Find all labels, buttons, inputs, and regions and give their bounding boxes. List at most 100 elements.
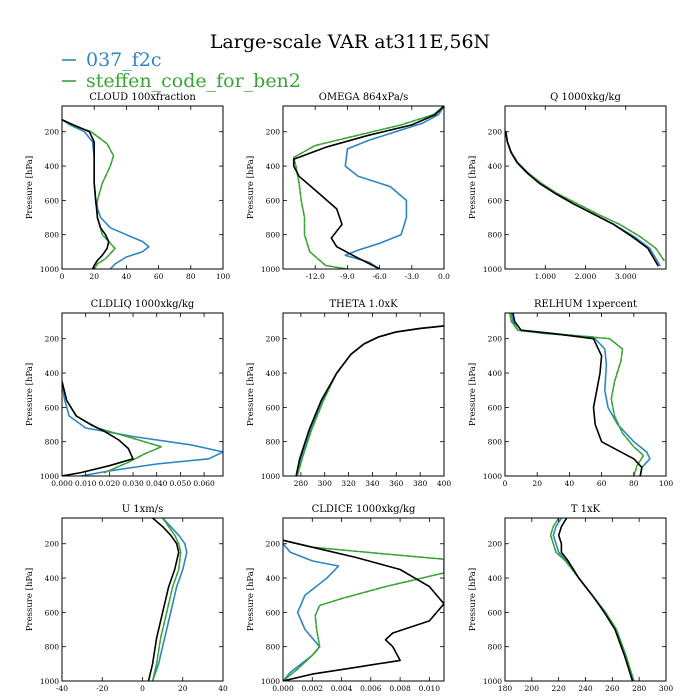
y-tick-label: 800 — [266, 231, 281, 240]
y-axis-label: Pressure [hPa] — [468, 363, 478, 426]
panel-series — [508, 313, 651, 476]
series-037-f2c — [296, 325, 444, 476]
legend-label-037-f2c: 037_f2c — [86, 49, 162, 71]
x-tick-label: 0.010 — [419, 684, 441, 693]
x-tick-label: -40 — [56, 684, 68, 693]
y-tick-label: 800 — [266, 643, 281, 652]
y-tick-label: 600 — [266, 608, 281, 617]
x-tick-label: 0.000 — [272, 684, 294, 693]
x-tick-label: 100 — [659, 479, 674, 488]
x-tick-label: 0.0 — [438, 272, 450, 281]
x-tick-label: 0.004 — [331, 684, 353, 693]
x-tick-label: 0.050 — [170, 479, 192, 488]
x-tick-label: 60 — [597, 479, 607, 488]
x-tick-label: -3.0 — [405, 272, 420, 281]
y-tick-label: 200 — [488, 540, 503, 549]
panel-series — [62, 118, 150, 269]
figure-title: Large-scale VAR at311E,56N — [210, 31, 490, 53]
panel-frame — [504, 517, 667, 682]
x-tick-label: 280 — [632, 684, 647, 693]
x-tick-label: 0.000 — [51, 479, 73, 488]
y-tick-label: 800 — [45, 643, 60, 652]
x-tick-label: 360 — [389, 479, 404, 488]
series-steffen — [296, 325, 444, 476]
x-tick-label: 20 — [532, 479, 542, 488]
y-axis-label: Pressure [hPa] — [246, 363, 256, 426]
panel-series — [295, 325, 444, 476]
x-tick-label: 0.002 — [302, 684, 324, 693]
series-037-f2c — [283, 542, 340, 681]
y-tick-label: 200 — [45, 335, 60, 344]
x-tick-label: 0.020 — [99, 479, 121, 488]
y-tick-label: 400 — [488, 162, 503, 171]
panel-t: T 1xK 180 200 220 240 260 280 300 200 400 600 800 10… — [468, 504, 673, 693]
y-axis-label: Pressure [hPa] — [246, 156, 256, 219]
y-tick-label: 600 — [45, 403, 60, 412]
y-tick-label: 800 — [488, 438, 503, 447]
panel-cloud: CLOUD 100xfraction 0 20 40 60 80 100 200 400 600 8… — [25, 92, 230, 281]
panel-relhum: RELHUM 1xpercent 0 20 40 60 80 100 200 400 600 800… — [468, 299, 673, 488]
y-tick-label: 800 — [488, 231, 503, 240]
y-tick-label: 1000 — [40, 265, 59, 274]
y-tick-label: 600 — [488, 608, 503, 617]
panel-theta: THETA 1.0xK 280 300 320 340 360 380 400 200 400 60… — [246, 299, 451, 488]
y-tick-label: 600 — [488, 403, 503, 412]
x-tick-label: 320 — [341, 479, 356, 488]
y-tick-label: 400 — [45, 574, 60, 583]
y-tick-label: 400 — [266, 574, 281, 583]
series-steffen — [283, 539, 444, 681]
x-tick-label: 40 — [565, 479, 575, 488]
x-tick-label: 340 — [365, 479, 380, 488]
x-tick-label: 260 — [605, 684, 620, 693]
x-tick-label: 280 — [294, 479, 309, 488]
panel-cldliq: CLDLIQ 1000xkg/kg0.000 0.010 0.020 0.030 0.0… — [25, 299, 224, 488]
x-tick-label: 0 — [60, 272, 65, 281]
panel-cldice: CLDICE 1000xkg/kg 0.000 0.002 0.004 0.006 0.0… — [246, 504, 445, 693]
x-tick-label: 80 — [629, 479, 639, 488]
series-reference — [292, 106, 444, 269]
y-tick-label: 200 — [266, 540, 281, 549]
x-tick-label: 80 — [186, 272, 196, 281]
x-tick-label: 220 — [552, 684, 567, 693]
y-tick-label: 600 — [488, 196, 503, 205]
x-tick-label: 1.000 — [535, 272, 557, 281]
x-tick-label: 240 — [578, 684, 593, 693]
x-tick-label: 20 — [89, 272, 99, 281]
y-axis-label: Pressure [hPa] — [25, 363, 35, 426]
series-steffen — [549, 518, 635, 681]
y-tick-label: 200 — [488, 128, 503, 137]
x-tick-label: 60 — [154, 272, 164, 281]
x-tick-label: 0.006 — [360, 684, 382, 693]
x-tick-label: 3.000 — [615, 272, 637, 281]
panel-title: CLDICE 1000xkg/kg — [312, 504, 416, 515]
y-tick-label: 600 — [45, 608, 60, 617]
x-tick-label: 0.008 — [389, 684, 411, 693]
panel-frame — [504, 312, 667, 477]
y-tick-label: 200 — [488, 335, 503, 344]
series-037-f2c — [505, 130, 661, 267]
y-tick-label: 1000 — [261, 472, 280, 481]
legend-label-steffen: steffen_code_for_ben2 — [86, 70, 301, 92]
series-037-f2c — [552, 518, 635, 681]
panel-series — [292, 106, 444, 269]
x-tick-label: -9.0 — [340, 272, 355, 281]
y-tick-label: 200 — [266, 128, 281, 137]
panel-series — [549, 518, 635, 681]
panel-frame — [282, 517, 445, 682]
y-tick-label: 1000 — [483, 265, 502, 274]
series-037-f2c — [151, 518, 188, 681]
x-tick-label: 300 — [659, 684, 674, 693]
y-tick-label: 400 — [45, 162, 60, 171]
y-tick-label: 600 — [45, 196, 60, 205]
y-tick-label: 200 — [45, 540, 60, 549]
panel-series — [505, 130, 665, 267]
panel-title: CLDLIQ 1000xkg/kg — [91, 299, 195, 310]
panel-title: RELHUM 1xpercent — [534, 299, 637, 310]
y-tick-label: 400 — [266, 162, 281, 171]
y-tick-label: 600 — [266, 403, 281, 412]
x-tick-label: 40 — [218, 684, 228, 693]
y-tick-label: 200 — [45, 128, 60, 137]
x-tick-label: 400 — [437, 479, 452, 488]
panel-frame — [282, 105, 445, 270]
